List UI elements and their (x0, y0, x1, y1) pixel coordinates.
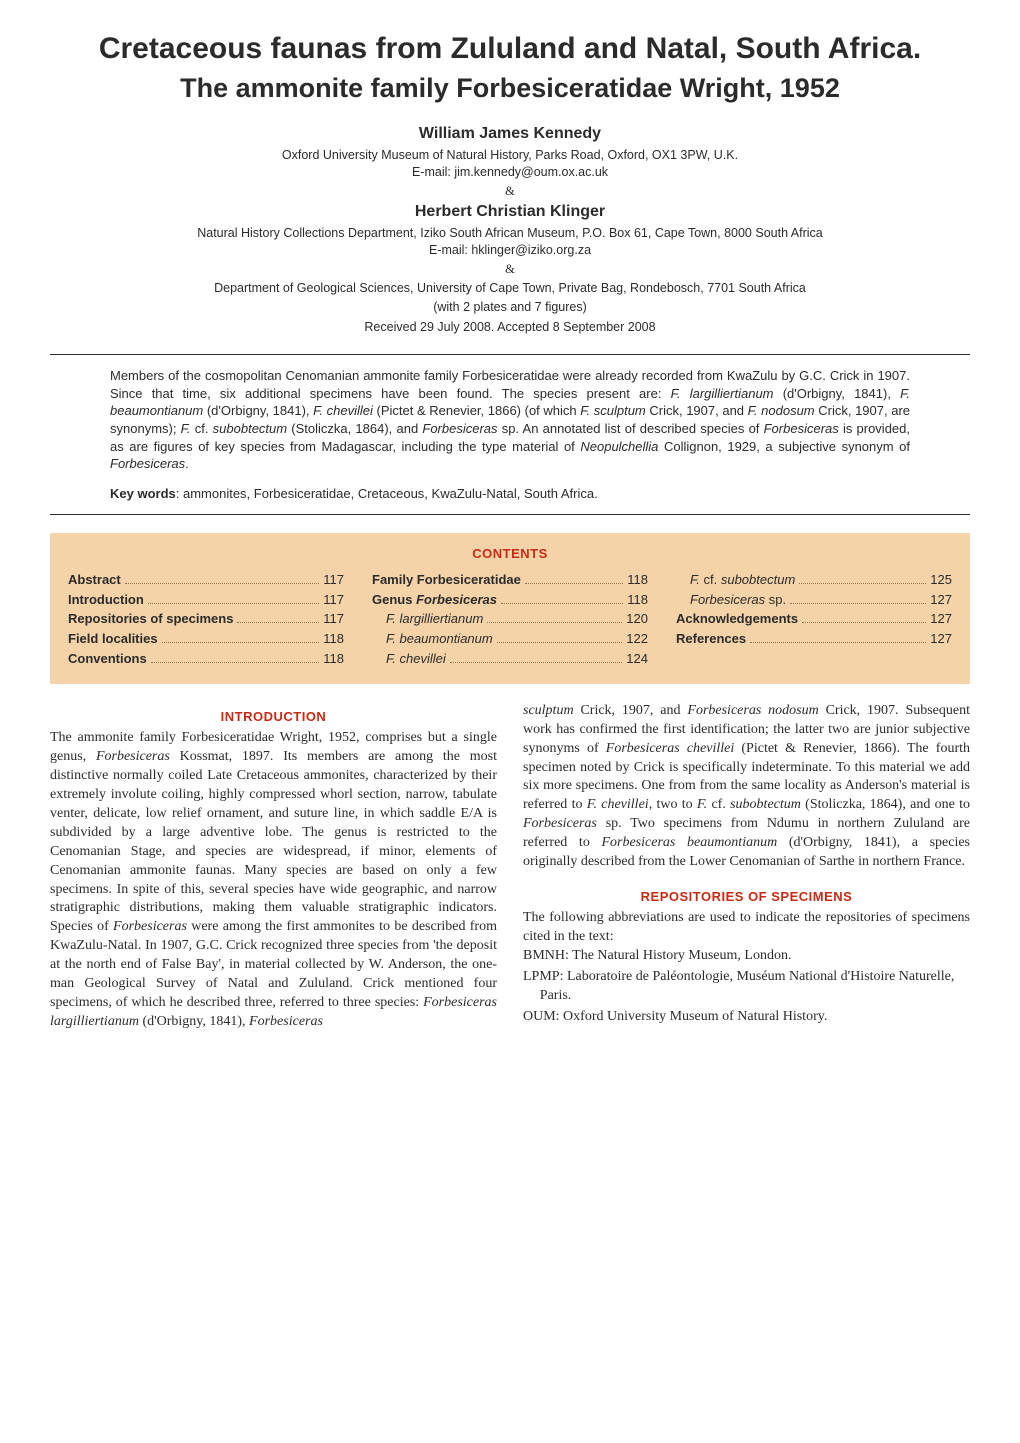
contents-heading: CONTENTS (68, 545, 952, 563)
toc-row: F. chevillei 124 (372, 650, 648, 669)
keywords-label: Key words (110, 486, 176, 501)
toc-page: 118 (323, 630, 344, 649)
toc-label: F. chevillei (372, 650, 446, 669)
author-separator: & (50, 183, 970, 200)
toc-page: 125 (930, 571, 952, 590)
toc-page: 120 (626, 610, 648, 629)
intro-para-right: sculptum Crick, 1907, and Forbesiceras n… (523, 702, 970, 872)
repositories-list: BMNH: The Natural History Museum, London… (523, 947, 970, 1027)
toc-page: 118 (627, 591, 648, 610)
toc-row: F. largilliertianum 120 (372, 610, 648, 629)
title-block: Cretaceous faunas from Zululand and Nata… (50, 30, 970, 336)
toc-leader (497, 642, 623, 643)
with-note: (with 2 plates and 7 figures) (50, 299, 970, 316)
toc-row: Repositories of specimens 117 (68, 610, 344, 629)
list-item: BMNH: The Natural History Museum, London… (523, 947, 970, 966)
toc-label: Family Forbesiceratidae (372, 571, 521, 590)
paper-title-line1: Cretaceous faunas from Zululand and Nata… (50, 30, 970, 68)
toc-leader (790, 603, 926, 604)
keywords-line: Key words: ammonites, Forbesiceratidae, … (50, 485, 970, 503)
toc-page: 127 (930, 630, 952, 649)
toc-label: F. largilliertianum (372, 610, 483, 629)
repositories-heading: REPOSITORIES OF SPECIMENS (523, 888, 970, 906)
toc-row: Conventions 118 (68, 650, 344, 669)
toc-leader (151, 662, 320, 663)
divider (50, 354, 970, 355)
toc-page: 117 (323, 571, 344, 590)
toc-leader (799, 583, 926, 584)
affil-separator: & (50, 261, 970, 278)
contents-col-2: Family Forbesiceratidae118Genus Forbesic… (372, 571, 648, 670)
abstract-text: Members of the cosmopolitan Cenomanian a… (50, 367, 970, 472)
toc-label: Forbesiceras sp. (676, 591, 786, 610)
received-line: Received 29 July 2008. Accepted 8 Septem… (50, 319, 970, 336)
toc-label: References (676, 630, 746, 649)
toc-leader (487, 622, 622, 623)
contents-columns: Abstract117Introduction117Repositories o… (68, 571, 952, 670)
divider (50, 514, 970, 515)
toc-row: Introduction 117 (68, 591, 344, 610)
toc-leader (802, 622, 926, 623)
toc-leader (125, 583, 320, 584)
toc-row: Genus Forbesiceras 118 (372, 591, 648, 610)
list-item: LPMP: Laboratoire de Paléontologie, Musé… (523, 968, 970, 1006)
toc-page: 124 (626, 650, 648, 669)
toc-row: References 127 (676, 630, 952, 649)
toc-label: Abstract (68, 571, 121, 590)
author-affil-2a: Natural History Collections Department, … (50, 225, 970, 242)
toc-label: Conventions (68, 650, 147, 669)
toc-leader (525, 583, 623, 584)
toc-label: Genus Forbesiceras (372, 591, 497, 610)
toc-label: Field localities (68, 630, 158, 649)
author-affil-2b: Department of Geological Sciences, Unive… (50, 280, 970, 297)
toc-row: Family Forbesiceratidae 118 (372, 571, 648, 590)
toc-label: Repositories of specimens (68, 610, 233, 629)
toc-row: Acknowledgements 127 (676, 610, 952, 629)
toc-row: F. cf. subobtectum 125 (676, 571, 952, 590)
toc-page: 118 (627, 571, 648, 590)
toc-page: 117 (323, 591, 344, 610)
toc-label: Acknowledgements (676, 610, 798, 629)
toc-row: F. beaumontianum 122 (372, 630, 648, 649)
toc-row: Forbesiceras sp. 127 (676, 591, 952, 610)
toc-leader (450, 662, 623, 663)
body-col-right: sculptum Crick, 1907, and Forbesiceras n… (523, 702, 970, 1032)
intro-para-left: The ammonite family Forbesiceratidae Wri… (50, 729, 497, 1031)
toc-page: 118 (323, 650, 344, 669)
body-col-left: INTRODUCTION The ammonite family Forbesi… (50, 702, 497, 1032)
toc-page: 117 (323, 610, 344, 629)
toc-page: 127 (930, 610, 952, 629)
toc-leader (162, 642, 320, 643)
toc-leader (237, 622, 319, 623)
toc-label: F. beaumontianum (372, 630, 493, 649)
toc-page: 127 (930, 591, 952, 610)
keywords-text: : ammonites, Forbesiceratidae, Cretaceou… (176, 486, 598, 501)
toc-leader (750, 642, 926, 643)
author-name-1: William James Kennedy (50, 123, 970, 145)
toc-leader (148, 603, 319, 604)
toc-label: Introduction (68, 591, 144, 610)
toc-page: 122 (626, 630, 648, 649)
author-name-2: Herbert Christian Klinger (50, 201, 970, 223)
contents-col-1: Abstract117Introduction117Repositories o… (68, 571, 344, 670)
author-email-1: E-mail: jim.kennedy@oum.ox.ac.uk (50, 164, 970, 181)
repositories-intro: The following abbreviations are used to … (523, 909, 970, 947)
toc-row: Field localities 118 (68, 630, 344, 649)
author-email-2: E-mail: hklinger@iziko.org.za (50, 242, 970, 259)
introduction-heading: INTRODUCTION (50, 708, 497, 726)
body-columns: INTRODUCTION The ammonite family Forbesi… (50, 702, 970, 1032)
author-affil-1: Oxford University Museum of Natural Hist… (50, 147, 970, 164)
toc-row: Abstract 117 (68, 571, 344, 590)
toc-leader (501, 603, 623, 604)
contents-block: CONTENTS Abstract117Introduction117Repos… (50, 533, 970, 684)
contents-col-3: F. cf. subobtectum 125 Forbesiceras sp. 127… (676, 571, 952, 670)
toc-label: F. cf. subobtectum (676, 571, 795, 590)
list-item: OUM: Oxford University Museum of Natural… (523, 1008, 970, 1027)
paper-title-line2: The ammonite family Forbesiceratidae Wri… (50, 72, 970, 106)
